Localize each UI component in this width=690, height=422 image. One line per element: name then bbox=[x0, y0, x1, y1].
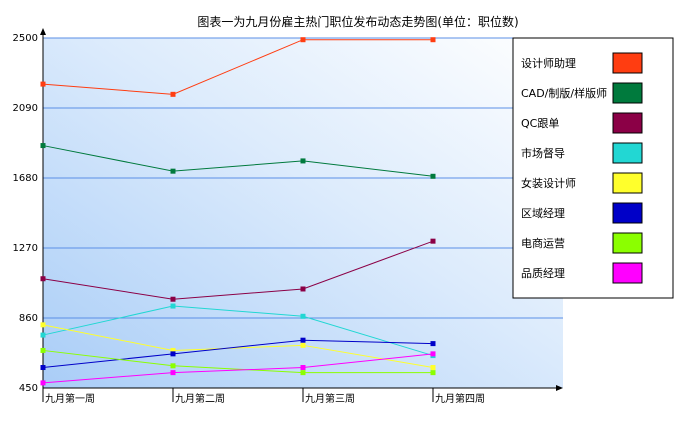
data-point bbox=[300, 313, 306, 319]
x-tick-label: 九月第四周 bbox=[435, 392, 485, 405]
data-point bbox=[170, 168, 176, 174]
series-layer bbox=[40, 37, 436, 386]
legend-swatch bbox=[612, 232, 643, 254]
data-point bbox=[170, 91, 176, 97]
series-line bbox=[42, 145, 434, 177]
y-tick-label: 450 bbox=[19, 383, 38, 394]
y-tick-label: 2090 bbox=[13, 103, 38, 114]
data-point bbox=[300, 37, 306, 43]
data-point bbox=[430, 351, 436, 357]
grid-layer bbox=[43, 37, 563, 319]
legend-swatch bbox=[612, 142, 643, 164]
series-line bbox=[42, 39, 433, 95]
legend-label: 市场督导 bbox=[521, 146, 565, 160]
series-line bbox=[42, 240, 434, 300]
data-point bbox=[40, 332, 46, 338]
data-point bbox=[40, 380, 46, 386]
legend-label: QC跟单 bbox=[521, 117, 559, 130]
data-point bbox=[40, 276, 46, 282]
y-tick-label: 860 bbox=[19, 313, 38, 324]
data-point bbox=[40, 81, 46, 87]
plot-background bbox=[43, 38, 563, 388]
legend-label: 区域经理 bbox=[521, 207, 565, 220]
y-tick-label: 2500 bbox=[13, 33, 38, 44]
series-line bbox=[42, 353, 434, 384]
data-point bbox=[300, 365, 306, 371]
axis-layer: 450 860 1270 1680 2090 2500 九月第一周 九月第二周 九月第三周 九月第… bbox=[13, 28, 563, 405]
series-line bbox=[42, 339, 434, 369]
legend-swatch bbox=[612, 172, 643, 194]
x-tick-label: 九月第二周 bbox=[175, 392, 225, 405]
legend-box bbox=[512, 37, 674, 299]
data-point bbox=[430, 370, 436, 376]
data-point bbox=[430, 365, 436, 371]
data-point bbox=[170, 303, 176, 309]
legend-label: 设计师助理 bbox=[521, 56, 576, 70]
series-line bbox=[42, 324, 434, 369]
chart-title: 图表一为九月份雇主热门职位发布动态走势图(单位：职位数) bbox=[197, 14, 518, 29]
x-tick-label: 九月第三周 bbox=[305, 392, 355, 405]
data-point bbox=[170, 363, 176, 369]
legend-swatch bbox=[612, 202, 643, 224]
legend-label: CAD/制版/样版师 bbox=[521, 86, 607, 100]
data-point bbox=[300, 370, 306, 376]
data-point bbox=[300, 342, 306, 348]
legend-label: 品质经理 bbox=[521, 267, 565, 280]
data-point bbox=[170, 370, 176, 376]
data-point bbox=[430, 173, 436, 179]
data-point bbox=[40, 143, 46, 149]
series-line bbox=[42, 349, 433, 374]
legend-swatch bbox=[612, 82, 643, 104]
data-point bbox=[40, 347, 46, 353]
x-tick-label: 九月第一周 bbox=[45, 392, 95, 405]
data-point bbox=[430, 238, 436, 244]
data-point bbox=[170, 296, 176, 302]
data-point bbox=[300, 337, 306, 343]
y-tick-label: 1680 bbox=[13, 173, 38, 184]
data-point bbox=[40, 365, 46, 371]
data-point bbox=[430, 341, 436, 347]
data-point bbox=[300, 286, 306, 292]
data-point bbox=[430, 37, 436, 43]
y-tick-label: 1270 bbox=[13, 243, 38, 254]
data-point bbox=[40, 322, 46, 328]
data-point bbox=[170, 351, 176, 357]
legend-swatch bbox=[612, 262, 643, 284]
series-line bbox=[42, 305, 434, 357]
legend-label: 电商运营 bbox=[521, 236, 565, 250]
legend-label: 女装设计师 bbox=[521, 176, 576, 190]
x-axis-arrow bbox=[556, 385, 563, 391]
legend-swatch bbox=[612, 112, 643, 134]
legend-swatch bbox=[612, 52, 643, 74]
y-axis-arrow bbox=[40, 28, 46, 35]
data-point bbox=[300, 158, 306, 164]
data-point bbox=[170, 347, 176, 353]
